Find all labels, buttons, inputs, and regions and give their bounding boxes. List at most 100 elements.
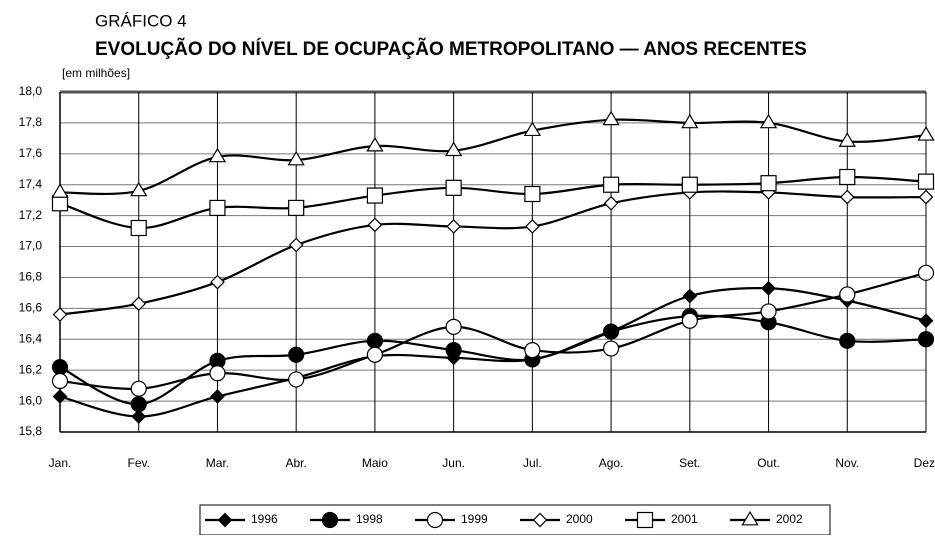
- data-point: [130, 380, 147, 397]
- legend-marker: [741, 510, 759, 526]
- x-tick-label: Jul.: [523, 456, 542, 470]
- data-point: [51, 183, 69, 198]
- chart-kicker: GRÁFICO 4: [95, 11, 187, 30]
- data-point: [917, 126, 935, 141]
- y-tick-label: 18,0: [19, 84, 43, 98]
- data-point: [51, 372, 69, 390]
- y-tick-label: 17,8: [19, 115, 43, 129]
- data-point: [524, 341, 541, 359]
- legend-marker: [217, 512, 233, 528]
- data-point: [682, 288, 698, 304]
- x-tick-label: Fev.: [128, 456, 150, 470]
- y-tick-label: 16,2: [19, 362, 43, 376]
- data-point: [681, 176, 698, 193]
- data-point: [287, 150, 305, 166]
- legend-label: 1998: [356, 512, 383, 526]
- data-point: [130, 181, 148, 197]
- data-point: [760, 175, 777, 192]
- data-point: [210, 389, 225, 404]
- data-point: [918, 189, 934, 205]
- series-line: [59, 286, 927, 418]
- series-line: [59, 314, 927, 406]
- data-point: [602, 110, 620, 126]
- legend-marker: [426, 511, 444, 529]
- data-point: [602, 176, 620, 193]
- legend-label: 1999: [461, 512, 488, 526]
- data-point: [602, 340, 620, 357]
- data-point: [288, 237, 304, 253]
- legend-marker: [532, 512, 548, 528]
- data-point: [761, 280, 776, 296]
- x-tick-label: Dez.: [914, 456, 935, 470]
- data-point: [445, 341, 462, 359]
- data-point: [445, 318, 462, 336]
- data-point: [760, 303, 777, 320]
- data-point: [366, 346, 384, 363]
- data-point: [917, 173, 935, 190]
- data-point: [603, 195, 619, 211]
- data-point: [367, 217, 383, 233]
- x-tick-label: Mar.: [206, 456, 229, 470]
- legend-marker: [321, 511, 339, 529]
- data-point: [366, 332, 384, 349]
- data-point: [839, 168, 856, 186]
- data-point: [208, 147, 227, 163]
- data-point: [681, 312, 698, 329]
- data-point: [445, 179, 462, 196]
- y-unit-label: [em milhões]: [62, 66, 130, 80]
- data-point: [444, 141, 463, 157]
- plot-area: [60, 92, 926, 432]
- data-point: [838, 132, 856, 147]
- data-point: [210, 274, 225, 290]
- data-point: [366, 136, 384, 152]
- data-point: [209, 365, 226, 382]
- data-point: [446, 219, 461, 234]
- legend-label: 2001: [671, 512, 698, 526]
- data-point: [917, 264, 935, 281]
- x-tick-label: Maio: [362, 456, 388, 470]
- x-tick-label: Out.: [757, 456, 780, 470]
- y-tick-label: 16,8: [19, 270, 43, 284]
- data-point: [602, 323, 620, 340]
- data-point: [839, 189, 855, 205]
- data-point: [288, 371, 305, 388]
- data-point: [366, 187, 384, 204]
- data-point: [131, 296, 147, 312]
- data-point: [130, 396, 147, 413]
- x-tick-label: Ago.: [599, 456, 624, 470]
- series-line: [59, 118, 927, 196]
- x-tick-label: Jun.: [442, 456, 465, 470]
- chart-title: EVOLUÇÃO DO NÍVEL DE OCUPAÇÃO METROPOLIT…: [95, 38, 807, 60]
- data-point: [759, 113, 778, 129]
- x-tick-label: Set.: [679, 456, 700, 470]
- data-point: [52, 389, 68, 404]
- data-point: [918, 313, 934, 329]
- data-point: [839, 332, 856, 349]
- data-point: [524, 185, 541, 203]
- y-tick-label: 16,0: [19, 393, 43, 407]
- data-point: [839, 286, 856, 303]
- y-tick-label: 17,0: [19, 239, 43, 253]
- data-point: [51, 195, 69, 212]
- y-tick-label: 17,6: [19, 146, 43, 160]
- x-tick-label: Abr.: [286, 456, 307, 470]
- data-point: [52, 307, 68, 322]
- data-point: [525, 219, 540, 234]
- data-point: [131, 409, 147, 424]
- y-tick-label: 16,4: [19, 331, 43, 345]
- legend-label: 1996: [251, 512, 278, 526]
- x-tick-label: Jan.: [49, 456, 72, 470]
- data-point: [288, 199, 305, 217]
- data-point: [209, 199, 226, 217]
- legend-label: 2000: [566, 512, 593, 526]
- legend-box: [199, 504, 831, 536]
- data-point: [681, 113, 699, 129]
- legend-marker: [636, 511, 654, 529]
- y-tick-label: 17,2: [19, 208, 43, 222]
- data-point: [130, 219, 147, 237]
- data-point: [917, 331, 935, 348]
- data-point: [288, 346, 305, 363]
- y-tick-label: 17,4: [19, 177, 43, 191]
